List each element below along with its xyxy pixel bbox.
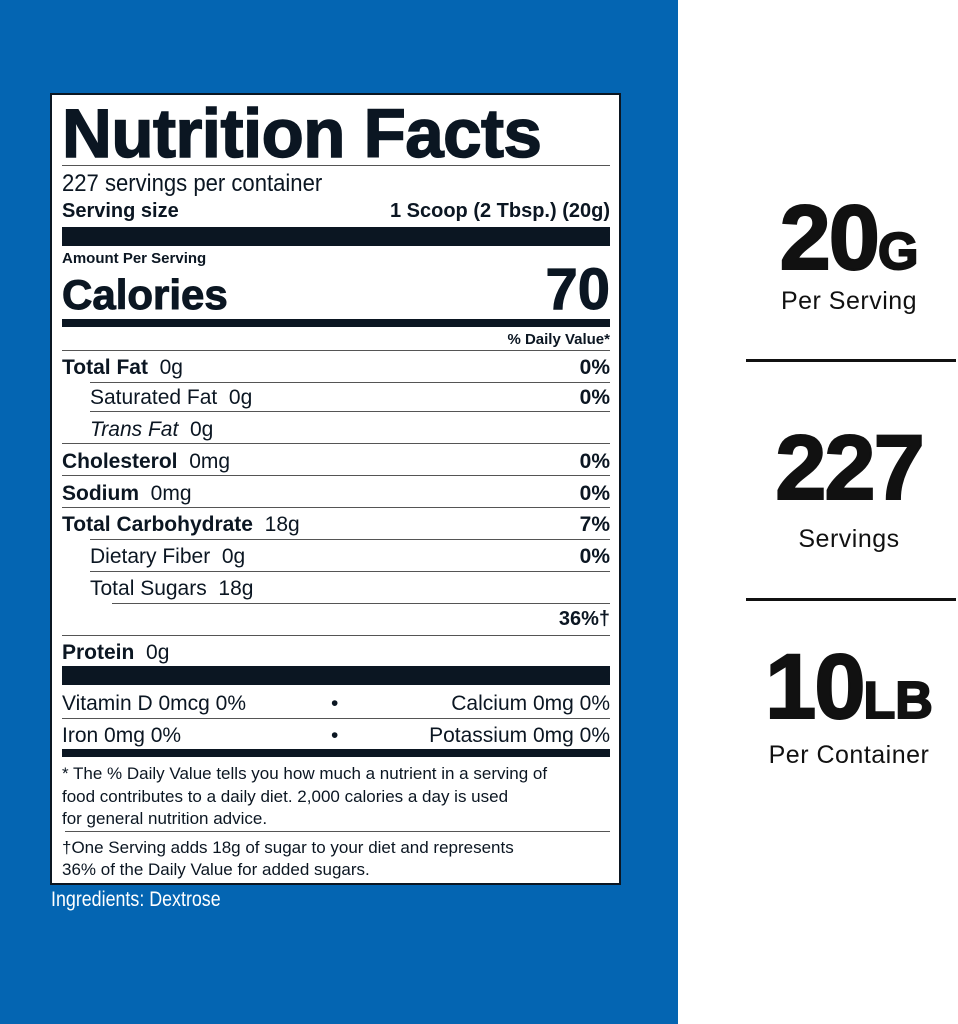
- medium-divider: [62, 749, 610, 757]
- ingredients: Ingredients: Dextrose: [51, 888, 221, 911]
- dv-cholesterol: 0%: [579, 450, 610, 473]
- nutrient-total-sugars: Total Sugars 18g: [90, 577, 254, 600]
- bullet: •: [331, 692, 339, 715]
- nutrient-dietary-fiber: Dietary Fiber 0g: [90, 545, 246, 568]
- nutrient-protein: Protein 0g: [62, 641, 170, 664]
- nutrient-total-fat: Total Fat 0g: [62, 356, 183, 379]
- divider: [62, 350, 610, 351]
- calories-value: 70: [545, 257, 611, 322]
- dv-added-sugars: 36%†: [558, 608, 610, 630]
- bullet: •: [331, 724, 339, 747]
- dv-total-fat: 0%: [579, 356, 610, 379]
- dv-saturated-fat: 0%: [579, 386, 610, 409]
- divider: [62, 507, 610, 508]
- divider: [62, 443, 610, 444]
- stat-protein-value: 20G: [779, 187, 920, 289]
- stat-divider: [746, 598, 956, 601]
- divider: [90, 382, 610, 383]
- nutrition-facts-label: Nutrition Facts 227 servings per contain…: [50, 93, 621, 885]
- dv-total-carbohydrate: 7%: [579, 513, 610, 536]
- stat-weight-caption: Per Container: [768, 741, 930, 769]
- divider: [62, 165, 610, 166]
- stat-servings-value: 227: [774, 417, 925, 519]
- amount-per-serving: Amount Per Serving: [62, 250, 207, 267]
- dv-dietary-fiber: 0%: [579, 545, 610, 568]
- divider: [112, 603, 610, 604]
- stat-weight-value: 10LB: [764, 636, 934, 738]
- divider: [65, 831, 610, 832]
- nutrient-trans-fat: Trans Fat 0g: [90, 418, 214, 441]
- calcium: Calcium 0mg 0%: [451, 692, 610, 715]
- calories-label: Calories: [62, 271, 229, 318]
- serving-size-label: Serving size: [62, 200, 179, 222]
- divider: [62, 718, 610, 719]
- vitamin-d-calcium-left: Vitamin D 0mcg 0%: [62, 692, 247, 715]
- thick-divider: [62, 227, 610, 246]
- iron: Iron 0mg 0%: [62, 724, 182, 747]
- medium-divider: [62, 319, 610, 327]
- divider: [62, 475, 610, 476]
- nutrient-sodium: Sodium 0mg: [62, 482, 192, 505]
- thick-divider: [62, 666, 610, 685]
- daily-value-footnote: * The % Daily Value tells you how much a…: [62, 764, 548, 828]
- stat-divider: [746, 359, 956, 362]
- servings-per-container: 227 servings per container: [62, 170, 323, 197]
- dv-sodium: 0%: [579, 482, 610, 505]
- divider: [90, 571, 610, 572]
- divider: [90, 411, 610, 412]
- serving-size-value: 1 Scoop (2 Tbsp.) (20g): [389, 200, 610, 222]
- daily-value-header: % Daily Value*: [507, 331, 610, 348]
- label-title: Nutrition Facts: [61, 95, 542, 172]
- added-sugar-footnote: †One Serving adds 18g of sugar to your d…: [62, 838, 514, 879]
- nutrient-saturated-fat: Saturated Fat 0g: [90, 386, 253, 409]
- stat-servings-caption: Servings: [798, 525, 900, 553]
- divider: [90, 539, 610, 540]
- nutrient-cholesterol: Cholesterol 0mg: [62, 450, 231, 473]
- divider: [62, 635, 610, 636]
- potassium: Potassium 0mg 0%: [429, 724, 610, 747]
- nutrient-total-carbohydrate: Total Carbohydrate 18g: [62, 513, 300, 536]
- stat-protein-caption: Per Serving: [780, 287, 918, 315]
